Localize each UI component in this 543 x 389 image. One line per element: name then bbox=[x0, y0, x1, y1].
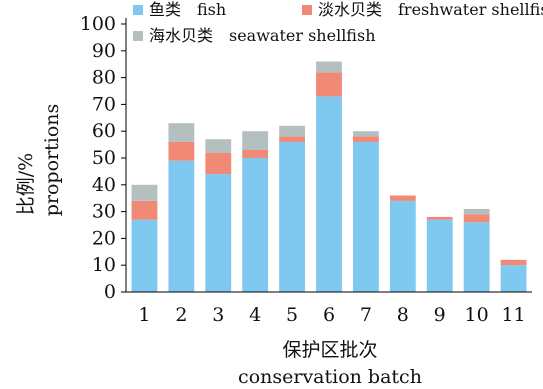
bar-segment-1-10 bbox=[463, 222, 490, 292]
x-tick-label-3: 3 bbox=[212, 304, 224, 326]
legend-label-2: 淡水贝类 freshwater shellfish bbox=[318, 0, 543, 19]
bar-segment-2-7 bbox=[352, 136, 379, 142]
y-tick-label-10: 10 bbox=[92, 254, 116, 276]
legend-label-3: 海水贝类 seawater shellfish bbox=[149, 26, 376, 45]
legend-swatch-3 bbox=[133, 31, 143, 41]
bar-segment-2-10 bbox=[463, 214, 490, 223]
legend-swatch-2 bbox=[302, 5, 312, 15]
y-tick-label-80: 80 bbox=[92, 67, 116, 89]
x-tick-label-11: 11 bbox=[501, 304, 525, 326]
bar-segment-1-3 bbox=[205, 174, 232, 292]
y-tick-label-0: 0 bbox=[104, 281, 116, 303]
bar-segment-1-4 bbox=[242, 158, 269, 292]
x-axis-title-en: conservation batch bbox=[238, 366, 422, 388]
y-axis-title-en: proportions bbox=[41, 104, 63, 217]
y-tick-label-100: 100 bbox=[80, 13, 116, 35]
x-tick-label-7: 7 bbox=[360, 304, 372, 326]
bar-segment-3-6 bbox=[316, 61, 342, 73]
x-axis-title-cn: 保护区批次 bbox=[282, 339, 377, 361]
bar-segment-3-5 bbox=[279, 125, 306, 137]
bar-segment-2-1 bbox=[131, 200, 158, 220]
bar-segment-1-7 bbox=[352, 141, 379, 292]
y-tick-label-90: 90 bbox=[92, 40, 116, 62]
bar-segment-2-2 bbox=[168, 141, 195, 161]
x-tick-label-10: 10 bbox=[465, 304, 489, 326]
bar-segment-3-1 bbox=[131, 184, 158, 201]
y-tick-label-30: 30 bbox=[92, 201, 116, 223]
bar-segment-2-3 bbox=[205, 152, 232, 175]
bar-segment-2-8 bbox=[389, 195, 416, 201]
bar-segment-2-9 bbox=[426, 216, 453, 220]
bar-segment-1-6 bbox=[316, 96, 342, 292]
legend-swatch-1 bbox=[133, 5, 143, 15]
x-tick-label-6: 6 bbox=[323, 304, 335, 326]
bar-segment-2-11 bbox=[500, 259, 527, 266]
bar-segment-2-6 bbox=[316, 72, 342, 97]
bar-segment-1-5 bbox=[279, 141, 306, 292]
bar-segment-3-4 bbox=[242, 131, 269, 150]
y-tick-label-50: 50 bbox=[92, 147, 116, 169]
bar-segment-3-2 bbox=[168, 123, 195, 142]
bars-layer bbox=[131, 61, 527, 292]
y-tick-label-60: 60 bbox=[92, 120, 116, 142]
x-tick-label-4: 4 bbox=[249, 304, 261, 326]
bar-segment-2-5 bbox=[279, 136, 306, 142]
bar-segment-1-2 bbox=[168, 160, 195, 292]
bar-segment-3-10 bbox=[463, 208, 490, 215]
bar-segment-3-7 bbox=[352, 131, 379, 137]
x-tick-label-1: 1 bbox=[138, 304, 150, 326]
x-tick-label-8: 8 bbox=[397, 304, 409, 326]
y-tick-label-20: 20 bbox=[92, 227, 116, 249]
bar-segment-1-1 bbox=[131, 219, 158, 292]
bar-segment-2-4 bbox=[242, 149, 269, 158]
x-tick-label-2: 2 bbox=[175, 304, 187, 326]
ticks-layer: 0 10 20 30 40 50 60 70 80 90 100 1 2 3 4 5 6 7 8 9 10 11 bbox=[80, 13, 526, 326]
y-tick-label-40: 40 bbox=[92, 174, 116, 196]
x-tick-label-9: 9 bbox=[434, 304, 446, 326]
axes-layer bbox=[125, 18, 532, 293]
y-axis-title-cn: 比例/% bbox=[15, 153, 37, 215]
bar-segment-1-8 bbox=[389, 200, 416, 292]
bar-segment-1-9 bbox=[426, 219, 453, 292]
y-tick-label-70: 70 bbox=[92, 93, 116, 115]
bar-segment-3-3 bbox=[205, 139, 232, 153]
legend: 鱼类 fish 淡水贝类 freshwater shellfish 海水贝类 sea… bbox=[133, 0, 543, 45]
x-tick-label-5: 5 bbox=[286, 304, 298, 326]
legend-label-1: 鱼类 fish bbox=[149, 0, 226, 19]
bar-segment-1-11 bbox=[500, 265, 527, 292]
